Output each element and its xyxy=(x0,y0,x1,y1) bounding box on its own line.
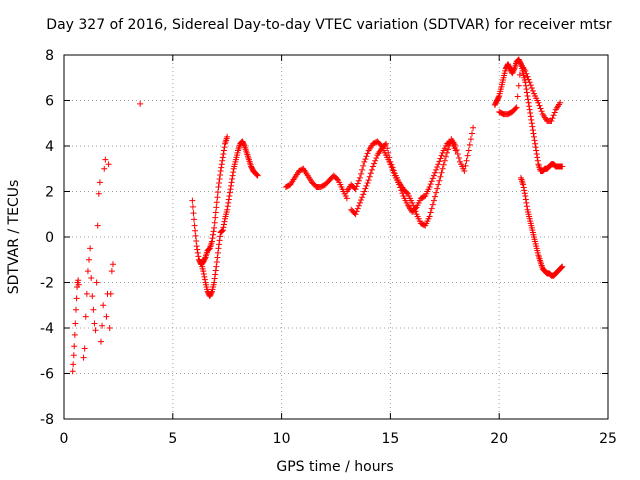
x-tick-label: 0 xyxy=(60,431,69,447)
y-axis-label: SDTVAR / TECUs xyxy=(6,180,22,295)
chart-background xyxy=(0,0,640,480)
x-tick-label: 25 xyxy=(599,431,617,447)
chart: Day 327 of 2016, Sidereal Day-to-day VTE… xyxy=(0,0,640,480)
x-tick-label: 15 xyxy=(381,431,399,447)
y-tick-label: 0 xyxy=(45,230,54,246)
x-tick-label: 5 xyxy=(168,431,177,447)
y-tick-label: 2 xyxy=(45,185,54,201)
y-tick-label: -8 xyxy=(40,412,54,428)
chart-title: Day 327 of 2016, Sidereal Day-to-day VTE… xyxy=(46,17,612,33)
y-tick-label: -2 xyxy=(40,276,54,292)
x-tick-label: 10 xyxy=(273,431,291,447)
x-tick-label: 20 xyxy=(490,431,508,447)
x-axis-label: GPS time / hours xyxy=(276,459,393,475)
y-tick-label: 4 xyxy=(45,139,54,155)
y-tick-label: -4 xyxy=(40,321,54,337)
y-tick-label: -6 xyxy=(40,367,54,383)
y-tick-label: 6 xyxy=(45,94,54,110)
y-tick-label: 8 xyxy=(45,48,54,64)
